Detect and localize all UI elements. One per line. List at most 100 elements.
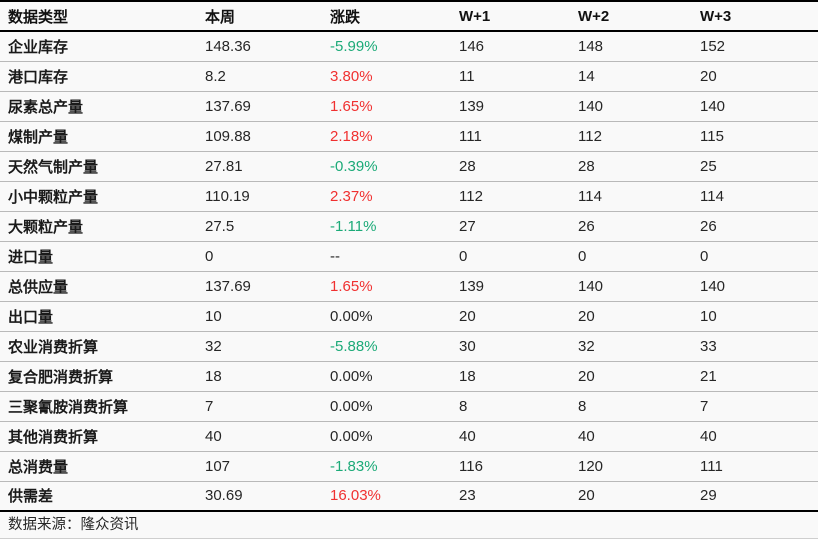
- cell-this-week: 0: [205, 247, 214, 265]
- cell-change: 0.00%: [330, 427, 373, 445]
- cell-w1: 111: [459, 127, 482, 145]
- cell-w1: 23: [459, 487, 476, 505]
- row-label: 大颗粒产量: [8, 218, 84, 236]
- cell-this-week: 110.19: [205, 187, 250, 205]
- cell-this-week: 27.81: [205, 157, 243, 175]
- cell-this-week: 148.36: [205, 37, 251, 55]
- cell-w3: 114: [700, 187, 724, 205]
- table-row: 总消费量 107 -1.83% 116 120 111: [0, 451, 818, 481]
- cell-change: 1.65%: [330, 277, 373, 295]
- cell-this-week: 7: [205, 397, 214, 415]
- column-header-this-week: 本周: [205, 8, 236, 26]
- table-row: 港口库存 8.2 3.80% 11 14 20: [0, 61, 818, 91]
- cell-change: --: [330, 247, 340, 265]
- cell-this-week: 18: [205, 367, 222, 385]
- cell-this-week: 109.88: [205, 127, 251, 145]
- table-row: 进口量 0 -- 0 0 0: [0, 241, 818, 271]
- cell-change: 0.00%: [330, 367, 373, 385]
- cell-w2: 20: [578, 307, 595, 325]
- cell-w2: 140: [578, 277, 604, 295]
- cell-w3: 140: [700, 277, 726, 295]
- cell-w3: 29: [700, 487, 717, 505]
- cell-change: -5.99%: [330, 37, 378, 55]
- table-row: 小中颗粒产量 110.19 2.37% 112 114 114: [0, 181, 818, 211]
- column-header-w2: W+2: [578, 7, 610, 25]
- table-header: 数据类型 本周 涨跌 W+1 W+2 W+3: [0, 1, 818, 31]
- column-header-change: 涨跌: [330, 8, 361, 26]
- cell-this-week: 40: [205, 427, 222, 445]
- cell-change: -1.83%: [330, 457, 378, 475]
- table-row: 总供应量 137.69 1.65% 139 140 140: [0, 271, 818, 301]
- cell-w1: 20: [459, 307, 476, 325]
- cell-w2: 120: [578, 457, 604, 475]
- cell-w3: 10: [700, 307, 717, 325]
- cell-w2: 114: [578, 187, 602, 205]
- cell-w3: 152: [700, 37, 726, 55]
- cell-this-week: 107: [205, 457, 231, 475]
- cell-w1: 40: [459, 427, 476, 445]
- cell-w2: 8: [578, 397, 587, 415]
- row-label: 供需差: [8, 488, 54, 506]
- table-row: 尿素总产量 137.69 1.65% 139 140 140: [0, 91, 818, 121]
- cell-w2: 28: [578, 157, 595, 175]
- cell-change: 0.00%: [330, 307, 373, 325]
- row-label: 总消费量: [8, 458, 69, 476]
- row-label: 其他消费折算: [8, 428, 99, 446]
- cell-w2: 26: [578, 217, 595, 235]
- table-row: 煤制产量 109.88 2.18% 111 112 115: [0, 121, 818, 151]
- cell-w1: 139: [459, 97, 485, 115]
- table-row: 企业库存 148.36 -5.99% 146 148 152: [0, 31, 818, 61]
- cell-w3: 20: [700, 67, 717, 85]
- row-label: 小中颗粒产量: [8, 188, 99, 206]
- cell-w2: 14: [578, 67, 595, 85]
- cell-w2: 20: [578, 367, 595, 385]
- data-source-note: 数据来源：隆众资讯: [0, 512, 818, 539]
- row-label: 复合肥消费折算: [8, 368, 114, 386]
- table-row: 供需差 30.69 16.03% 23 20 29: [0, 481, 818, 511]
- table-row: 农业消费折算 32 -5.88% 30 32 33: [0, 331, 818, 361]
- row-label: 天然气制产量: [8, 158, 99, 176]
- row-label: 尿素总产量: [8, 98, 84, 116]
- cell-w2: 140: [578, 97, 604, 115]
- cell-change: 2.18%: [330, 127, 373, 145]
- cell-w1: 18: [459, 367, 476, 385]
- cell-w2: 0: [578, 247, 587, 265]
- cell-w2: 148: [578, 37, 604, 55]
- table-row: 大颗粒产量 27.5 -1.11% 27 26 26: [0, 211, 818, 241]
- cell-change: 1.65%: [330, 97, 373, 115]
- cell-w3: 26: [700, 217, 717, 235]
- cell-this-week: 30.69: [205, 487, 243, 505]
- cell-w2: 112: [578, 127, 602, 145]
- header-row: 数据类型 本周 涨跌 W+1 W+2 W+3: [0, 1, 818, 31]
- row-label: 农业消费折算: [8, 338, 99, 356]
- cell-w3: 7: [700, 397, 709, 415]
- cell-w1: 116: [459, 457, 483, 475]
- column-header-w1: W+1: [459, 7, 491, 25]
- cell-this-week: 8.2: [205, 67, 226, 85]
- row-label: 三聚氰胺消费折算: [8, 398, 129, 416]
- cell-w1: 8: [459, 397, 468, 415]
- table-body: 企业库存 148.36 -5.99% 146 148 152 港口库存 8.2 …: [0, 31, 818, 511]
- cell-w3: 111: [700, 457, 723, 475]
- cell-w3: 40: [700, 427, 717, 445]
- cell-w3: 115: [700, 127, 724, 145]
- cell-w1: 139: [459, 277, 485, 295]
- cell-w1: 0: [459, 247, 468, 265]
- column-header-category: 数据类型: [8, 8, 69, 26]
- cell-change: 3.80%: [330, 67, 373, 85]
- table-row: 出口量 10 0.00% 20 20 10: [0, 301, 818, 331]
- cell-this-week: 10: [205, 307, 222, 325]
- cell-change: -0.39%: [330, 157, 378, 175]
- cell-w1: 11: [459, 67, 475, 85]
- table-row: 其他消费折算 40 0.00% 40 40 40: [0, 421, 818, 451]
- cell-w1: 146: [459, 37, 485, 55]
- cell-w3: 140: [700, 97, 726, 115]
- cell-w3: 21: [700, 367, 717, 385]
- cell-this-week: 32: [205, 337, 222, 355]
- supply-demand-table: 数据类型 本周 涨跌 W+1 W+2 W+3 企业库存 148.36 -5.99…: [0, 0, 818, 512]
- table-row: 天然气制产量 27.81 -0.39% 28 28 25: [0, 151, 818, 181]
- cell-w3: 0: [700, 247, 709, 265]
- column-header-w3: W+3: [700, 7, 732, 25]
- cell-w1: 30: [459, 337, 476, 355]
